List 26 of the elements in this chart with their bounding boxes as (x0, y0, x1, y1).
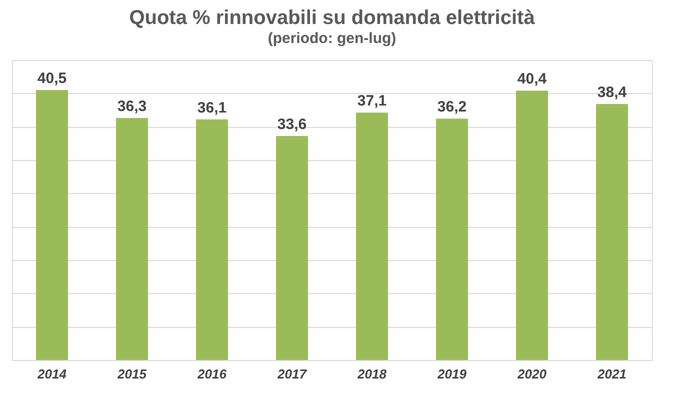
x-tick-label: 2015 (116, 366, 148, 382)
x-tick-label: 2014 (36, 366, 68, 382)
x-tick-label: 2021 (596, 366, 626, 382)
data-label: 36,1 (197, 99, 227, 116)
bar (36, 90, 68, 360)
bar (436, 118, 468, 360)
data-label: 33,6 (277, 116, 307, 133)
bar (116, 118, 148, 360)
data-label: 38,4 (597, 84, 628, 101)
x-tick-label: 2016 (196, 366, 228, 382)
data-label: 37,1 (357, 92, 387, 110)
data-label: 40,5 (37, 70, 67, 87)
x-tick-label: 2019 (436, 366, 468, 382)
bar (596, 104, 628, 360)
data-label: 36,2 (437, 98, 467, 116)
data-label: 36,3 (117, 98, 147, 115)
bar (276, 136, 308, 360)
x-tick-label: 2017 (276, 366, 308, 382)
x-tick-label: 2020 (516, 366, 548, 382)
bar (196, 119, 228, 360)
data-label: 40,4 (517, 70, 548, 88)
bar (356, 112, 388, 360)
bar (516, 90, 548, 360)
x-tick-label: 2018 (356, 366, 388, 382)
chart-title: Quota % rinnovabili su domanda elettricità (129, 7, 536, 29)
chart-subtitle: (periodo: gen-lug) (268, 30, 396, 47)
